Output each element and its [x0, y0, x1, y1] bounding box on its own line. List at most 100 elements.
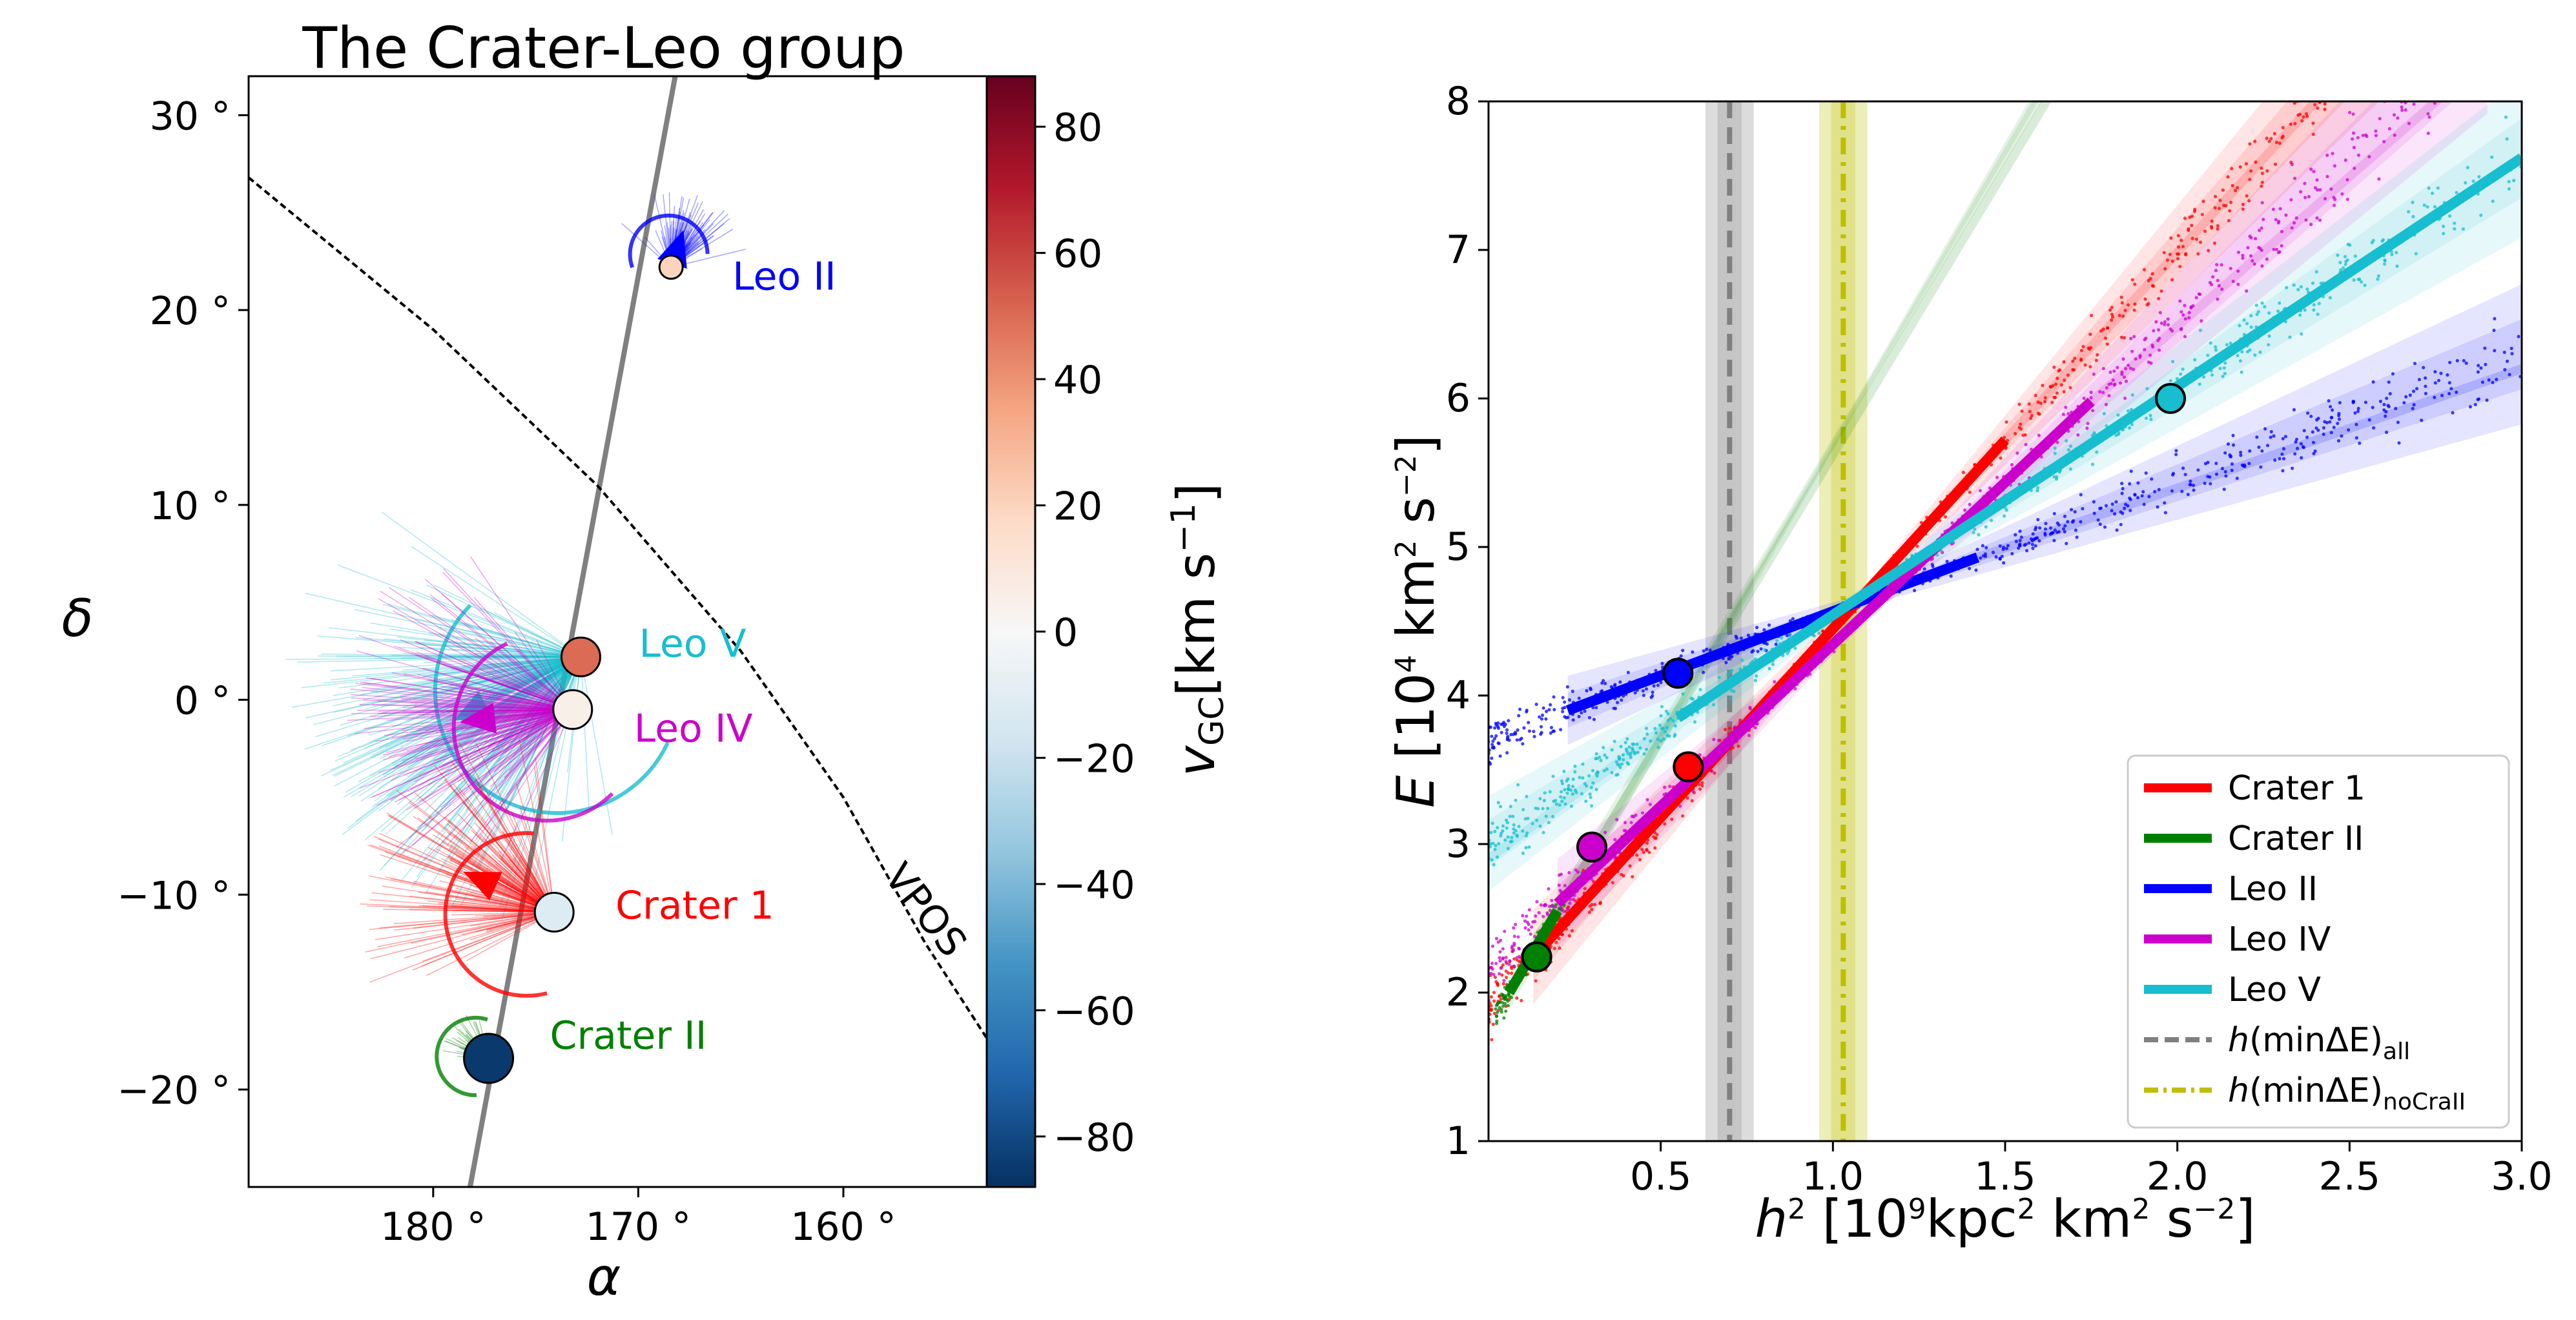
scatter-point [2438, 94, 2441, 97]
motion-sample-line [401, 698, 573, 710]
scatter-point [1516, 783, 1520, 787]
scatter-point [2344, 158, 2347, 162]
scatter-point [2223, 371, 2227, 376]
scatter-point [1654, 668, 1658, 672]
motion-sample-line [424, 656, 581, 812]
scatter-point [2442, 224, 2446, 229]
scatter-point [2455, 72, 2458, 76]
scatter-point [2198, 293, 2202, 296]
scatter-point [1544, 717, 1548, 721]
scatter-point [1591, 781, 1595, 785]
scatter-point [2510, 352, 2514, 356]
scatter-point [2506, 27, 2509, 30]
scatter-point [1978, 489, 1983, 493]
scatter-point [2236, 269, 2240, 273]
motion-sample-line [403, 652, 581, 657]
motion-sample-line [388, 814, 555, 913]
scatter-point [2034, 544, 2037, 548]
scatter-point [1515, 738, 1519, 742]
scatter-point [2081, 345, 2085, 349]
scatter-point [2394, 407, 2398, 411]
scatter-point [1499, 722, 1503, 727]
scatter-point [2063, 514, 2066, 519]
legend-label: h(minΔE)all [2228, 1021, 2410, 1065]
scatter-point [2352, 145, 2356, 149]
scatter-point [1493, 847, 1497, 851]
scatter-point [2417, 68, 2420, 71]
scatter-point [1603, 753, 1607, 757]
motion-sample-line [403, 673, 573, 710]
scatter-point [2142, 502, 2146, 506]
motion-sample-line [347, 708, 573, 721]
scatter-point [1499, 834, 1503, 838]
scatter-point [2092, 372, 2096, 376]
scatter-point [1590, 907, 1594, 911]
scatter-point [1631, 748, 1635, 752]
scatter-point [1581, 762, 1585, 766]
scatter-point [2365, 9, 2368, 12]
scatter-point [2170, 489, 2174, 493]
motion-sample-line [347, 656, 581, 737]
scatter-point [2298, 90, 2301, 94]
scatter-point [1588, 792, 1592, 796]
scatter-point [2103, 525, 2107, 529]
motion-sample-line [383, 909, 555, 913]
scatter-point [1533, 920, 1537, 923]
scatter-point [2305, 287, 2309, 291]
scatter-point [1508, 814, 1512, 818]
scatter-point [2314, 426, 2318, 430]
scatter-point [1989, 463, 1994, 467]
motion-sample-line [397, 656, 582, 859]
scatter-point [2392, 113, 2396, 117]
scatter-point [2051, 384, 2055, 387]
colorbar-tick-label: 20 [1053, 484, 1102, 530]
motion-sample-line [445, 705, 573, 710]
scatter-point [2336, 422, 2340, 426]
motion-sample-line [399, 708, 573, 758]
y-tick-label: 1 [1446, 1119, 1470, 1164]
motion-sample-line [451, 619, 581, 657]
scatter-point [2175, 376, 2179, 381]
motion-sample-line [421, 911, 555, 967]
scatter-point [1640, 811, 1645, 815]
scatter-point [2174, 453, 2178, 457]
scatter-point [1493, 975, 1497, 979]
scatter-point [2272, 434, 2276, 438]
scatter-point [1570, 929, 1574, 933]
scatter-point [2348, 243, 2352, 247]
scatter-point [2293, 121, 2297, 125]
scatter-point [2360, 280, 2364, 284]
scatter-point [2353, 60, 2356, 63]
scatter-point [2248, 449, 2252, 453]
scatter-point [2031, 546, 2035, 550]
x-tick-label: 2.5 [2319, 1154, 2380, 1199]
scatter-point [2028, 417, 2033, 420]
motion-sample-line [452, 656, 581, 690]
scatter-point [2215, 263, 2219, 267]
scatter-point [2396, 420, 2400, 424]
scatter-point [2358, 277, 2362, 282]
scatter-point [1491, 944, 1495, 948]
scatter-point [2337, 413, 2341, 418]
scatter-point [1747, 734, 1751, 737]
energy-x-label-main: h [1755, 1189, 1788, 1249]
motion-sample-line [367, 844, 555, 913]
scatter-point [2120, 301, 2124, 305]
scatter-point [1527, 908, 1531, 912]
scatter-point [2382, 262, 2387, 266]
motion-sample-line [398, 709, 573, 801]
scatter-point [1496, 725, 1500, 728]
scatter-point [2162, 251, 2166, 254]
sky-map-title: The Crater-Leo group [302, 15, 905, 81]
scatter-point [2400, 108, 2404, 112]
scatter-point [2381, 43, 2384, 46]
scatter-point [2307, 73, 2310, 76]
scatter-point [2356, 153, 2360, 157]
scatter-point [1527, 729, 1532, 733]
scatter-point [2367, 418, 2371, 422]
scatter-point [1505, 751, 1509, 755]
scatter-point [2203, 481, 2207, 486]
scatter-point [2099, 506, 2103, 510]
scatter-point [2267, 311, 2271, 315]
